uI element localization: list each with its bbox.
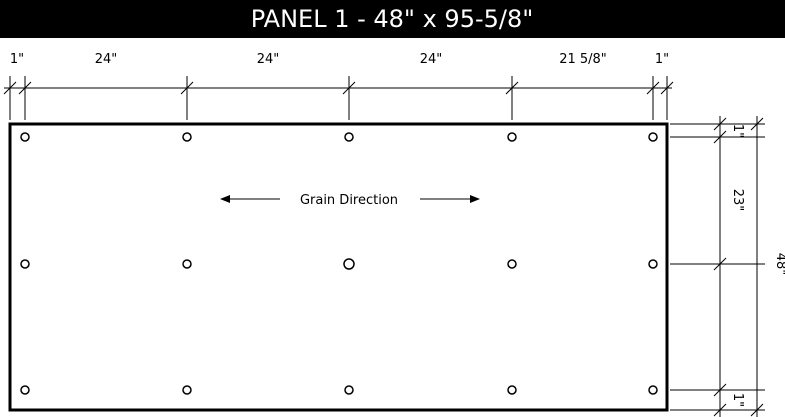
- dimension-label: 48": [773, 253, 785, 276]
- title: PANEL 1 - 48" x 95-5/8": [251, 5, 534, 33]
- dimension-label: 1": [730, 124, 745, 138]
- tick: [180, 81, 194, 95]
- tick: [750, 117, 764, 131]
- dimension-label: 1": [655, 52, 669, 67]
- hole: [343, 258, 355, 270]
- dimension-label: 24": [95, 52, 118, 67]
- tick: [713, 257, 727, 271]
- tick: [3, 81, 17, 95]
- hole: [344, 385, 354, 395]
- hole: [507, 385, 517, 395]
- tick: [750, 403, 764, 417]
- tick: [18, 81, 32, 95]
- tick: [713, 130, 727, 144]
- panel: [8, 122, 669, 412]
- hole: [182, 385, 192, 395]
- hole: [648, 385, 658, 395]
- hole: [20, 385, 30, 395]
- tick: [660, 81, 674, 95]
- hole: [182, 259, 192, 269]
- dimension-label: 23": [730, 189, 745, 212]
- dimension-label: 24": [420, 52, 443, 67]
- hole: [20, 259, 30, 269]
- tick: [713, 403, 727, 417]
- holes: [20, 132, 658, 395]
- title-bar: [0, 0, 785, 38]
- grain-label: Grain Direction: [300, 193, 398, 208]
- hole: [648, 259, 658, 269]
- tick: [713, 383, 727, 397]
- hole: [20, 132, 30, 142]
- tick: [342, 81, 356, 95]
- tick: [713, 117, 727, 131]
- tick: [646, 81, 660, 95]
- dimension-label: 24": [257, 52, 280, 67]
- hole: [648, 132, 658, 142]
- arrow-head: [470, 195, 480, 203]
- extension-lines: [670, 117, 765, 417]
- dimension-label: 21 5/8": [559, 52, 607, 67]
- tick: [505, 81, 519, 95]
- extension-lines: [3, 76, 674, 120]
- hole: [507, 132, 517, 142]
- hole: [507, 259, 517, 269]
- dimension-label: 1": [730, 393, 745, 407]
- arrow-head: [220, 195, 230, 203]
- dimension-label: 1": [10, 52, 24, 67]
- hole: [344, 132, 354, 142]
- hole: [182, 132, 192, 142]
